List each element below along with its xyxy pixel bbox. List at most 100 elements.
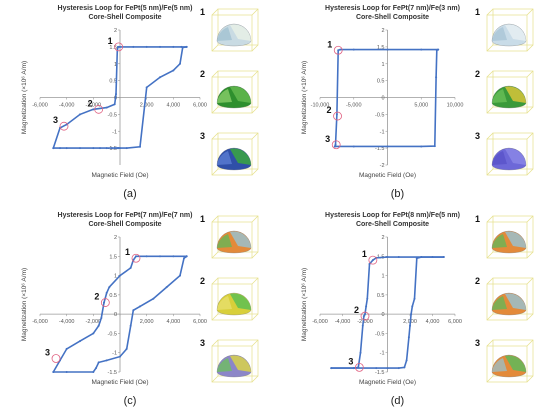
inset-particle-shade xyxy=(505,24,526,41)
data-point xyxy=(99,147,101,150)
x-tick-label: -4,000 xyxy=(335,319,351,325)
inset-box-edge xyxy=(526,168,534,176)
chart-title: Hysteresis Loop for FePt(7 nm)/Fe(7 nm) xyxy=(58,212,193,219)
inset-particle-shade xyxy=(230,231,251,248)
inset-box-edge xyxy=(251,106,259,114)
inset-box-edge xyxy=(526,106,534,114)
panel-label: (d) xyxy=(391,395,404,407)
data-point xyxy=(386,367,389,370)
state-marker-label: 2 xyxy=(354,305,359,315)
inset-box-edge xyxy=(526,8,534,16)
inset-box-front xyxy=(486,138,528,176)
inset-box-front xyxy=(211,221,253,259)
data-point xyxy=(410,313,413,316)
y-tick-label: 1 xyxy=(114,62,117,68)
state-marker-label: 1 xyxy=(108,36,113,46)
inset-3: 3 xyxy=(200,131,259,176)
data-point xyxy=(117,45,119,48)
inset-number: 3 xyxy=(200,131,205,141)
inset-box-edge xyxy=(526,44,534,52)
y-tick-label: 2 xyxy=(381,235,384,241)
x-tick-label: -4,000 xyxy=(59,319,75,325)
state-marker-circle xyxy=(94,104,104,114)
inset-box-edge xyxy=(211,132,219,140)
y-tick-label: 2 xyxy=(114,235,117,241)
y-tick-label: -1 xyxy=(112,129,117,135)
data-point xyxy=(152,297,155,300)
state-marker-circle xyxy=(100,298,110,307)
data-point xyxy=(413,297,416,300)
data-point xyxy=(386,256,389,259)
inset-box-front xyxy=(211,283,253,321)
x-tick-label: -6,000 xyxy=(32,319,48,325)
state-marker-label: 1 xyxy=(362,249,367,259)
data-point xyxy=(119,147,121,150)
inset-particle-shade xyxy=(217,27,232,41)
inset-box-edge xyxy=(526,251,534,259)
inset-box-edge xyxy=(526,215,534,223)
x-tick-label: -6,000 xyxy=(32,103,48,109)
panel-label: (c) xyxy=(124,395,137,407)
inset-2: 2 xyxy=(475,276,534,321)
y-tick-label: -0.5 xyxy=(375,331,384,337)
inset-particle-shade xyxy=(217,234,232,248)
data-point xyxy=(52,371,55,373)
data-point xyxy=(172,45,175,48)
data-point xyxy=(59,147,61,150)
data-point xyxy=(119,355,121,358)
series-line-2 xyxy=(52,255,187,373)
y-tick-label: -1 xyxy=(380,351,385,357)
state-marker-circle xyxy=(333,111,342,121)
data-point xyxy=(79,113,81,116)
chart-subtitle: Core-Shell Composite xyxy=(88,221,161,228)
panel-label: (b) xyxy=(391,188,404,200)
data-point xyxy=(105,147,108,150)
y-tick-label: -1 xyxy=(380,129,385,135)
data-point xyxy=(92,108,95,111)
x-tick-label: -2,000 xyxy=(86,319,102,325)
series-line-1 xyxy=(334,48,439,148)
y-axis-label: Magnetization (×10⁶ A/m) xyxy=(301,268,308,341)
data-point xyxy=(113,103,116,106)
inset-1: 1 xyxy=(200,214,259,259)
data-point xyxy=(333,145,336,148)
y-tick-label: -0.5 xyxy=(108,331,117,337)
inset-box-edge xyxy=(251,313,259,321)
y-tick-label: -1 xyxy=(112,351,117,357)
data-point xyxy=(145,86,148,89)
inset-box-edge xyxy=(211,251,219,259)
y-tick-label: 2 xyxy=(114,28,117,34)
inset-particle-shade xyxy=(230,86,251,103)
data-point xyxy=(407,336,410,339)
state-marker-label: 2 xyxy=(94,292,99,302)
y-tick-label: 1 xyxy=(114,274,117,280)
inset-box-edge xyxy=(211,339,219,347)
inset-1: 1 xyxy=(475,214,534,259)
data-point xyxy=(125,347,128,350)
data-point xyxy=(159,255,161,258)
data-point xyxy=(103,301,105,304)
state-marker-circle xyxy=(131,253,141,263)
data-point xyxy=(405,359,408,362)
inset-particle-shade xyxy=(492,234,507,248)
x-tick-label: 2,000 xyxy=(140,103,154,109)
y-tick-label: 1.5 xyxy=(377,45,385,51)
data-point xyxy=(352,48,355,51)
data-point xyxy=(364,313,366,316)
y-tick-label: -0.5 xyxy=(375,112,384,118)
y-tick-label: 0.5 xyxy=(377,293,385,299)
chart-panel-4: Hysteresis Loop for FePt(8 nm)/Fe(5 nm) C… xyxy=(301,212,534,407)
x-tick-label: -2,000 xyxy=(357,319,373,325)
data-point xyxy=(420,256,423,259)
inset-particle-shade xyxy=(505,86,526,103)
inset-box-edge xyxy=(486,44,494,52)
state-marker-circle xyxy=(59,121,69,131)
inset-box-edge xyxy=(486,375,494,383)
data-point xyxy=(119,274,121,277)
inset-1: 1 xyxy=(475,7,534,52)
series-line-2 xyxy=(52,46,187,149)
inset-number: 3 xyxy=(200,338,205,348)
inset-box-edge xyxy=(251,375,259,383)
state-marker-label: 3 xyxy=(53,115,58,125)
